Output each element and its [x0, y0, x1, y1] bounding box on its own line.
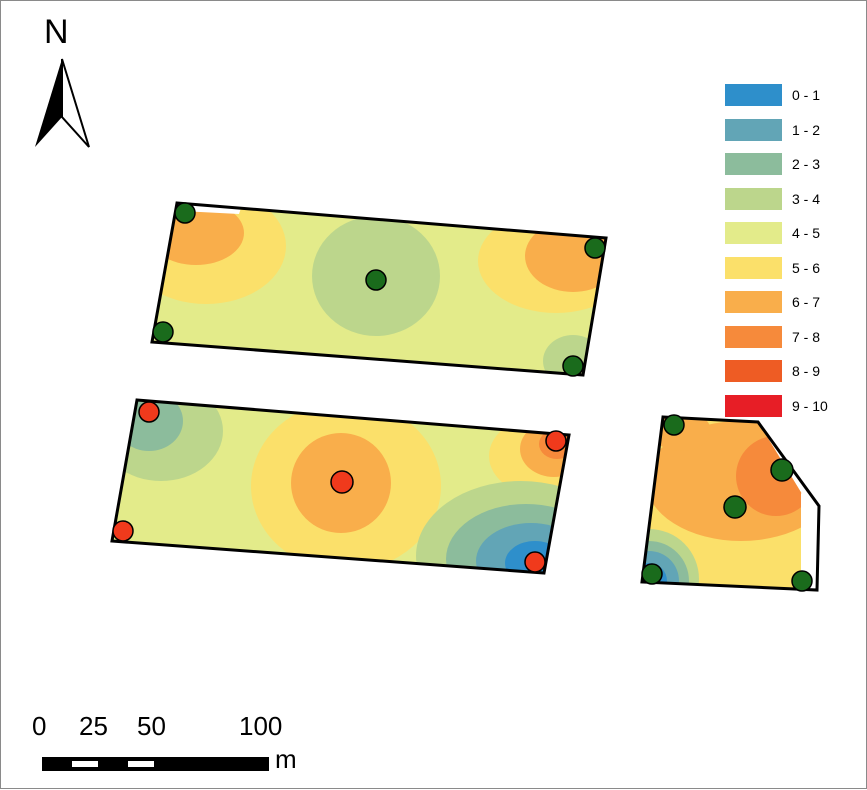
sample-point-red — [112, 520, 134, 542]
legend-swatch — [725, 118, 782, 141]
legend-label: 0 - 1 — [792, 87, 821, 103]
legend-swatch — [725, 84, 782, 106]
legend-label: 3 - 4 — [792, 190, 821, 207]
legend-label: 7 - 8 — [792, 328, 821, 345]
sample-point-green — [791, 570, 813, 592]
legend-swatch — [725, 222, 782, 244]
legend-swatch — [725, 153, 782, 175]
field-c — [642, 417, 802, 588]
legend-label: 8 - 9 — [792, 363, 821, 379]
sample-point-green — [174, 202, 196, 224]
scale-tick-label: 25 — [79, 711, 108, 741]
sample-point-green — [641, 563, 663, 585]
field-c-boundary — [640, 415, 821, 592]
north-label: N — [44, 13, 69, 51]
scale-unit: m — [275, 744, 297, 774]
scale-tick-label: 50 — [137, 711, 166, 741]
legend-label: 5 - 6 — [792, 259, 821, 276]
sample-point-red — [545, 430, 567, 452]
legend-swatch — [725, 360, 782, 382]
legend-swatch — [725, 325, 782, 348]
field-b-boundary — [110, 398, 571, 575]
sample-point-green — [663, 414, 685, 436]
north-arrow-icon — [35, 58, 90, 148]
scale-tick-label: 0 — [32, 711, 47, 741]
legend-label: 1 - 2 — [792, 121, 821, 138]
legend-swatch — [725, 291, 782, 313]
legend-label: 4 - 5 — [792, 225, 821, 241]
legend-label: 2 - 3 — [792, 156, 821, 172]
sample-point-red — [524, 551, 546, 573]
sample-points — [112, 202, 813, 592]
field-a-boundary — [150, 201, 608, 377]
legend-label: 6 - 7 — [792, 294, 821, 310]
legend-label: 9 - 10 — [792, 397, 828, 414]
sample-point-green — [770, 458, 794, 482]
sample-point-red — [330, 470, 354, 494]
sample-point-green — [723, 495, 747, 519]
sample-point-green — [152, 321, 174, 343]
sample-point-green — [584, 237, 606, 259]
scale-tick-label: 100 — [239, 711, 283, 741]
legend-swatch — [725, 256, 782, 279]
sample-point-green — [562, 355, 584, 377]
legend-swatch — [725, 187, 782, 210]
sample-point-green — [365, 269, 387, 291]
legend-swatch — [725, 394, 782, 417]
scale-bar — [42, 757, 269, 771]
sample-point-red — [138, 401, 160, 423]
